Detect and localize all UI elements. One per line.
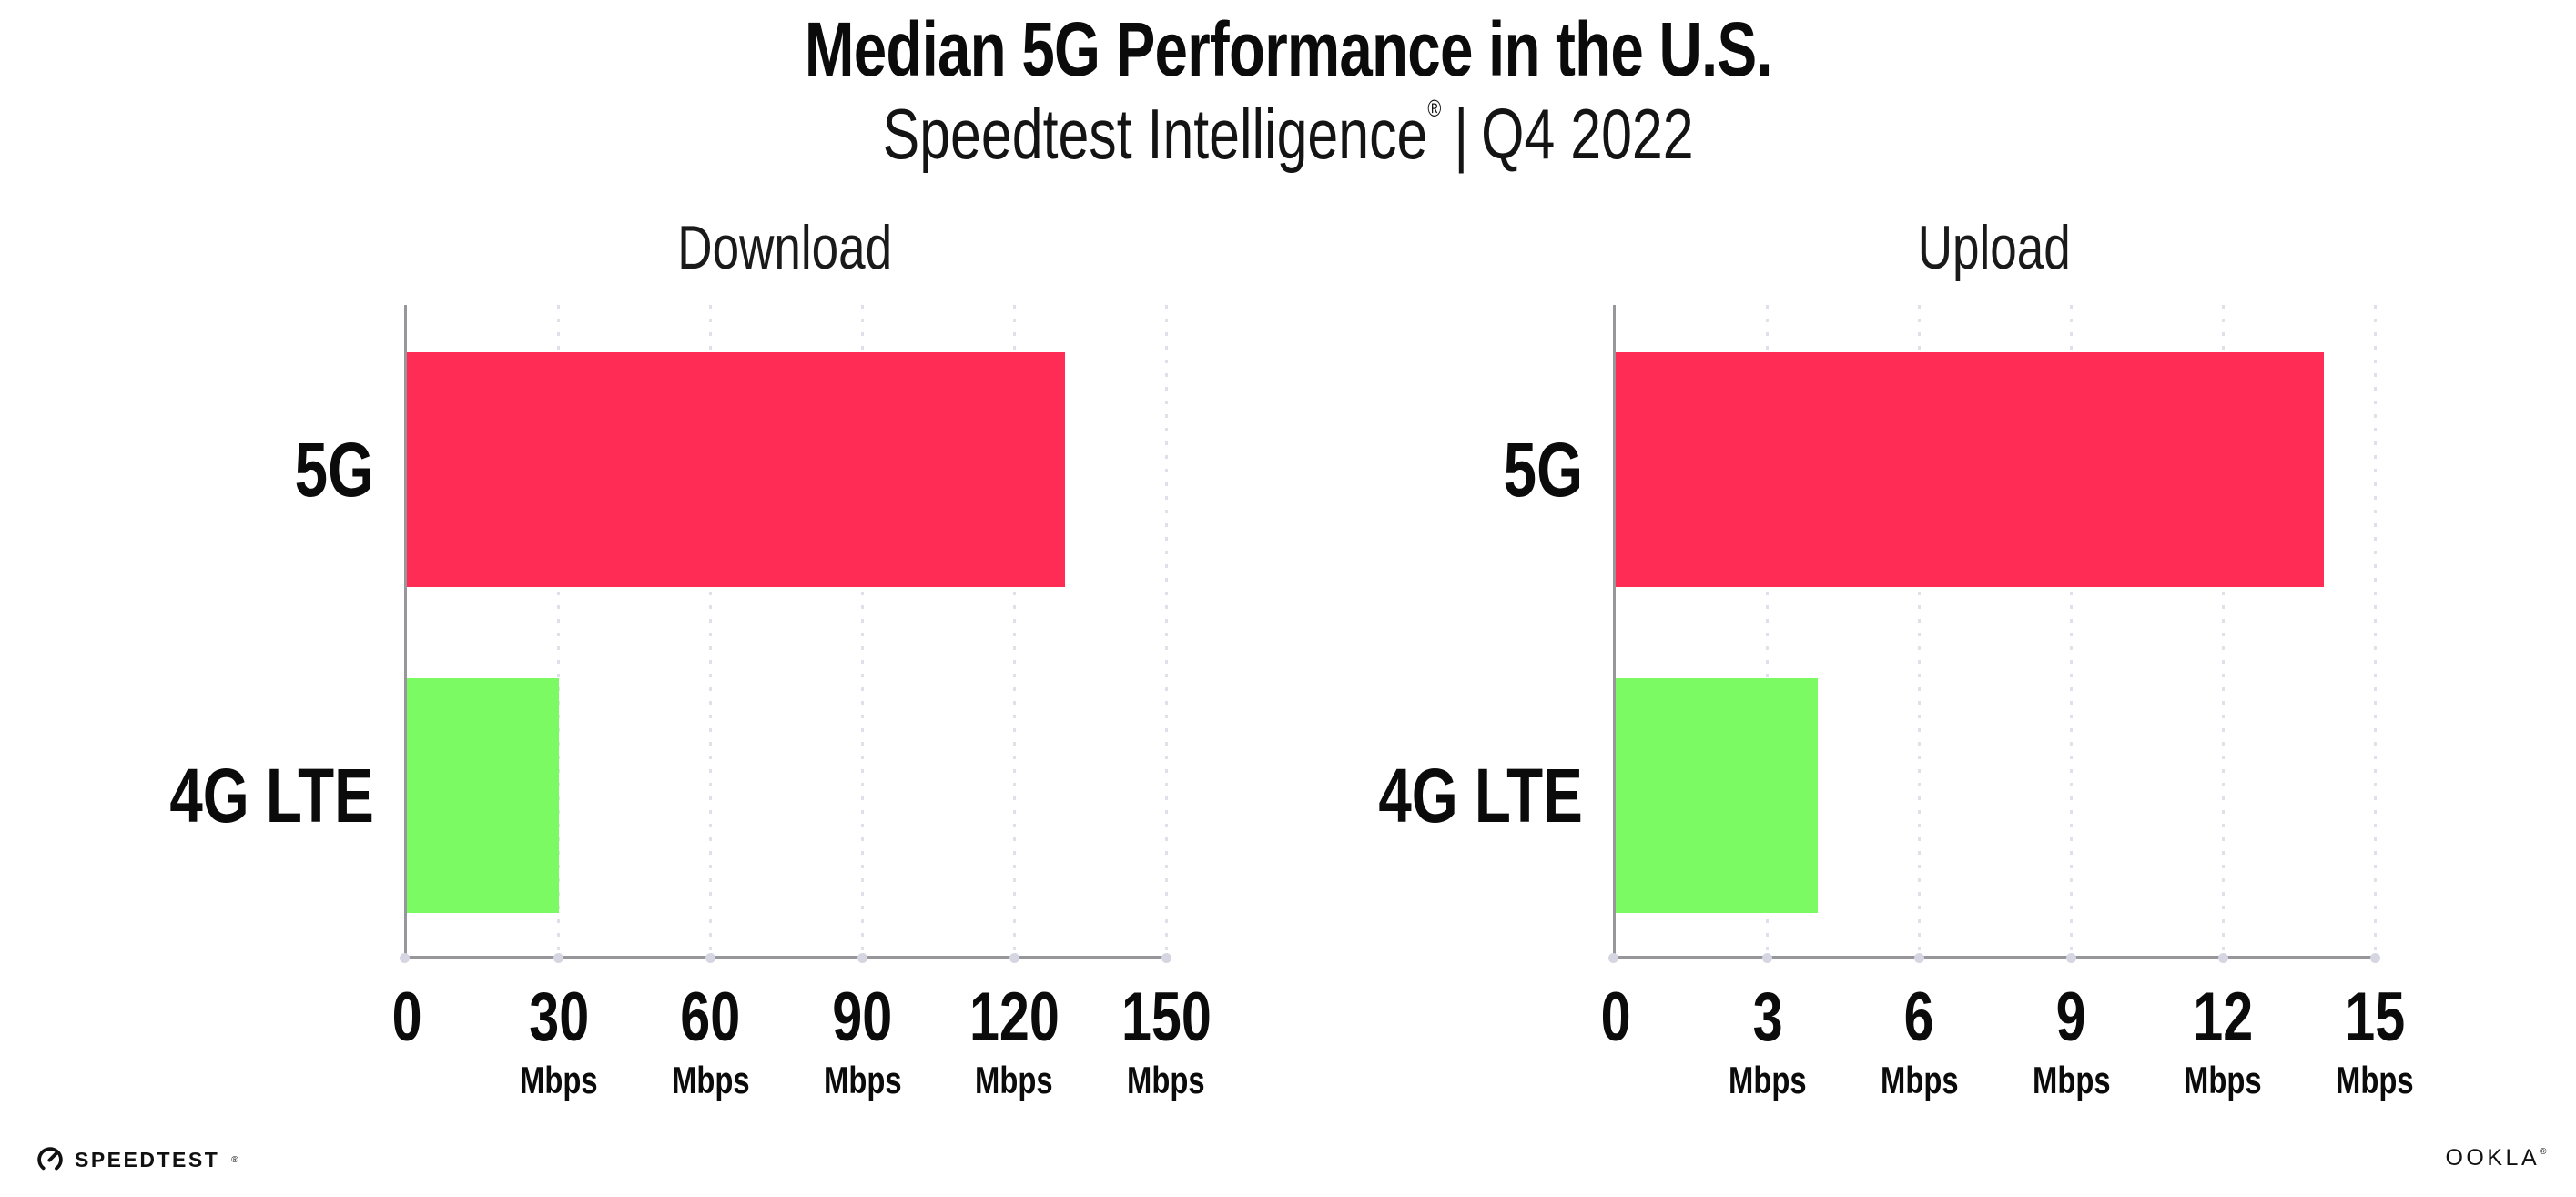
tick-label: 0: [391, 979, 422, 1056]
category-label-4g-lte: 4G LTE: [1192, 678, 1583, 913]
gridline: [1914, 305, 1925, 963]
upload-chart: Upload 5G 4G LTE 0 3 Mbps: [1379, 0, 2414, 1197]
tick-unit: Mbps: [671, 1059, 750, 1101]
tick-label: 9: [2055, 979, 2086, 1056]
tick-label: 12: [2193, 979, 2254, 1056]
tick-unit: Mbps: [1729, 1059, 1807, 1101]
tick-label: 30: [528, 979, 589, 1056]
gridline: [2065, 305, 2076, 963]
gridline: [1009, 305, 1019, 963]
axis-tick: 120 Mbps: [877, 983, 1151, 1100]
bar-4g-lte-upload: [1616, 678, 1819, 913]
category-label-5g-text: 5G: [294, 427, 374, 512]
download-plot-area: 5G 4G LTE 0 30 Mbps 60 Mbps 90 Mbps: [170, 305, 1211, 1100]
axis-tick: 0: [270, 983, 543, 1100]
download-chart-title-text: Download: [677, 213, 893, 282]
tick-label: 0: [1600, 979, 1631, 1056]
tick-unit: Mbps: [2032, 1059, 2111, 1101]
download-chart: Download 5G 4G LTE 0 30 Mbps: [170, 0, 1212, 1197]
category-label-4g-lte-text: 4G LTE: [1378, 753, 1583, 838]
download-chart-title: Download: [404, 217, 1166, 279]
axis-tick: 6 Mbps: [1783, 983, 2056, 1100]
speedtest-wordmark: SPEEDTEST: [75, 1147, 220, 1172]
speedtest-logo: SPEEDTEST ®: [36, 1141, 238, 1178]
tick-label: 60: [680, 979, 741, 1056]
gridline: [1762, 305, 1773, 963]
tick-unit: Mbps: [1127, 1059, 1205, 1101]
ookla-wordmark: OOKLA: [2445, 1145, 2541, 1171]
tick-unit: Mbps: [520, 1059, 598, 1101]
bar-4g-lte-download: [407, 678, 559, 913]
category-label-4g-lte: 4G LTE: [0, 678, 374, 913]
axis-tick: 150 Mbps: [1029, 983, 1303, 1100]
registered-mark-icon: ®: [2540, 1147, 2550, 1157]
gridline: [1161, 305, 1171, 963]
tick-unit: Mbps: [1880, 1059, 1959, 1101]
upload-chart-title: Upload: [1613, 217, 2375, 279]
category-label-5g: 5G: [0, 352, 374, 587]
axis-tick: 0: [1479, 983, 1752, 1100]
gridline: [2217, 305, 2228, 963]
axis-tick: 90 Mbps: [725, 983, 999, 1100]
gridline: [857, 305, 867, 963]
tick-unit: Mbps: [975, 1059, 1053, 1101]
page-title: Median 5G Performance in the U.S.: [0, 11, 2576, 87]
tick-label: 15: [2345, 979, 2405, 1056]
gridline: [553, 305, 564, 963]
upload-plot-area: 5G 4G LTE 0 3 Mbps 6 Mbps 9 Mbps 1: [1379, 305, 2414, 1100]
subtitle-brand: Speedtest Intelligence: [882, 94, 1428, 174]
speedtest-gauge-icon: [37, 1147, 63, 1172]
subtitle-period: Q4 2022: [1481, 94, 1694, 174]
upload-chart-title-text: Upload: [1917, 213, 2071, 282]
axis-tick: 9 Mbps: [1934, 983, 2207, 1100]
axis-tick: 3 Mbps: [1631, 983, 1904, 1100]
registered-mark-icon: ®: [231, 1154, 238, 1165]
ookla-logo: OOKLA®: [2445, 1145, 2550, 1172]
page-title-text: Median 5G Performance in the U.S.: [804, 6, 1773, 92]
axis-tick: 60 Mbps: [574, 983, 847, 1100]
page-subtitle: Speedtest Intelligence® | Q4 2022: [0, 96, 2576, 169]
category-label-5g-text: 5G: [1503, 427, 1583, 512]
tick-label: 90: [832, 979, 893, 1056]
tick-label: 3: [1752, 979, 1783, 1056]
tick-label: 150: [1121, 979, 1212, 1056]
gridline: [2369, 305, 2380, 963]
bar-5g-upload: [1616, 352, 2325, 587]
axis-tick: 15 Mbps: [2238, 983, 2511, 1100]
axis-tick: 12 Mbps: [2086, 983, 2359, 1100]
tick-unit: Mbps: [823, 1059, 902, 1101]
bar-5g-download: [407, 352, 1065, 587]
tick-unit: Mbps: [2184, 1059, 2262, 1101]
gridline: [705, 305, 716, 963]
tick-label: 120: [969, 979, 1060, 1056]
registered-mark-icon: ®: [1427, 95, 1442, 122]
subtitle-divider: |: [1454, 94, 1469, 174]
tick-unit: Mbps: [2336, 1059, 2414, 1101]
category-label-5g: 5G: [1192, 352, 1583, 587]
category-label-4g-lte-text: 4G LTE: [169, 753, 374, 838]
tick-label: 6: [1904, 979, 1935, 1056]
axis-tick: 30 Mbps: [422, 983, 695, 1100]
